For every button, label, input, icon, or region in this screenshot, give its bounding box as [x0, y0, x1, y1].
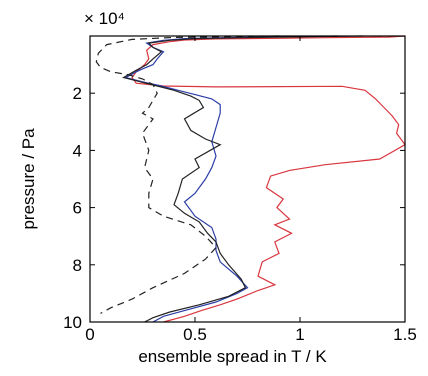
x-tick-label: 1 — [295, 325, 304, 344]
series-line-2 — [124, 35, 338, 323]
x-tick-label: 0 — [85, 325, 94, 344]
y-tick-label: 4 — [73, 141, 82, 160]
series-layer — [95, 35, 406, 323]
x-tick-label: 0.5 — [183, 325, 207, 344]
series-line-4 — [95, 35, 280, 314]
y-axis-multiplier: × 10⁴ — [84, 9, 125, 28]
y-tick-label: 2 — [73, 84, 82, 103]
y-tick-label: 6 — [73, 199, 82, 218]
plot-frame — [89, 35, 406, 323]
y-axis-label: pressure / Pa — [19, 128, 38, 230]
series-line-3 — [122, 35, 364, 323]
tick-layer: 0 0.5 1 1.5 2 4 6 8 10 — [63, 36, 417, 344]
x-tick-label: 1.5 — [393, 325, 417, 344]
y-tick-label: 8 — [73, 256, 82, 275]
y-tick-label: 10 — [63, 313, 82, 332]
x-axis-label: ensemble spread in T / K — [138, 347, 327, 366]
